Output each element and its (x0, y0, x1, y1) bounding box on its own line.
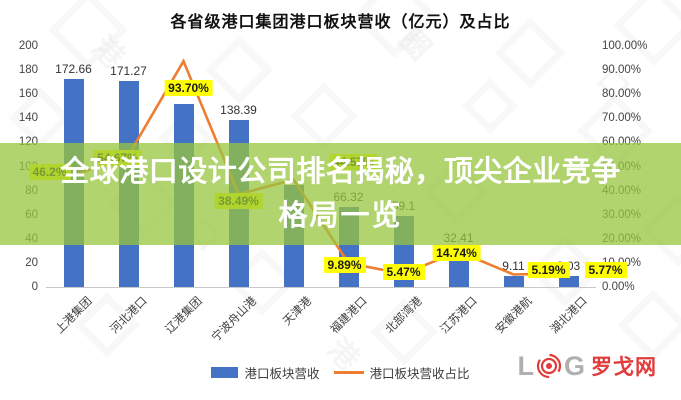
x-axis-line (46, 287, 596, 288)
share-percent-label: 5.19% (527, 262, 570, 279)
left-axis-tick: 140 (18, 112, 38, 125)
left-axis-tick: 160 (18, 88, 38, 101)
left-axis-tick: 180 (18, 64, 38, 77)
right-axis-tick: 100.00% (602, 40, 648, 52)
logo-brand-text: 罗戈网 (591, 356, 657, 379)
headline-line-2: 格局一览 (278, 200, 403, 232)
share-percent-label: 5.77% (584, 262, 627, 279)
right-axis-tick: 70.00% (602, 112, 642, 125)
bar-value-label: 171.27 (110, 63, 147, 78)
share-percent-label: 9.89% (323, 257, 366, 274)
share-percent-label: 5.47% (382, 263, 425, 280)
bar-series-swatch (211, 367, 239, 378)
share-percent-label: 93.70% (164, 80, 213, 97)
bar (558, 276, 579, 287)
legend-label-share: 港口板块营收占比 (369, 367, 470, 381)
logo-letter-l: L (517, 350, 534, 381)
logo-letter-g: G (563, 350, 585, 381)
logo-target-icon (536, 353, 562, 379)
headline-line-1: 全球港口设计公司排名揭秘，顶尖企业竞争 (60, 156, 621, 188)
right-axis-tick: 80.00% (602, 88, 642, 101)
legend-item-revenue: 港口板块营收 (211, 363, 320, 382)
bar-value-label: 172.66 (55, 61, 92, 76)
bar (503, 276, 524, 287)
right-axis-tick: 0.00% (602, 281, 635, 293)
bar-value-label: 138.39 (220, 103, 257, 118)
logo-luogewang: L G 罗戈网 (517, 351, 657, 381)
bar-value-label: 9.11 (502, 259, 525, 274)
line-series-swatch (333, 371, 364, 374)
legend-label-revenue: 港口板块营收 (244, 367, 320, 381)
share-percent-label: 14.74% (432, 245, 481, 262)
right-axis-tick: 90.00% (602, 64, 642, 77)
chart-legend: 港口板块营收 港口板块营收占比 (0, 363, 681, 382)
left-axis-tick: 20 (25, 256, 38, 269)
left-axis-tick: 0 (31, 281, 38, 293)
headline-banner: 全球港口设计公司排名揭秘，顶尖企业竞争 格局一览 (0, 143, 681, 245)
chart-title: 各省级港口集团港口板块营收（亿元）及占比 (170, 14, 511, 31)
legend-item-share: 港口板块营收占比 (333, 363, 470, 382)
left-axis-tick: 200 (18, 40, 38, 52)
